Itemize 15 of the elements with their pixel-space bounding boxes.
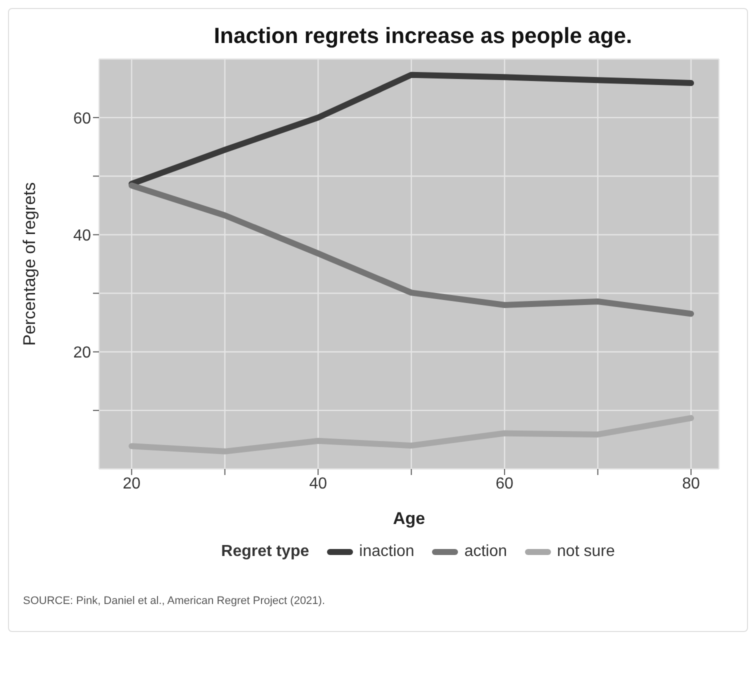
x-tick-label: 40 [309, 475, 328, 492]
y-tick-label: 60 [73, 110, 92, 128]
legend-label: action [464, 543, 508, 561]
legend-label: not sure [557, 543, 615, 561]
x-tick-label: 20 [122, 475, 141, 492]
x-axis-title: Age [392, 509, 426, 528]
legend-label: inaction [359, 543, 414, 561]
y-tick-label: 40 [73, 227, 92, 244]
x-tick-label: 60 [496, 475, 514, 492]
x-tick-label: 80 [682, 475, 700, 492]
y-tick-label: 20 [73, 344, 92, 362]
legend-title: Regret type [221, 543, 310, 561]
y-axis-title: Percentage of regrets [20, 182, 40, 346]
source-note: SOURCE: Pink, Daniel et al., American Regret Project (2021). [22, 594, 326, 609]
chart-title: Inaction regrets increase as people age. [212, 22, 634, 49]
